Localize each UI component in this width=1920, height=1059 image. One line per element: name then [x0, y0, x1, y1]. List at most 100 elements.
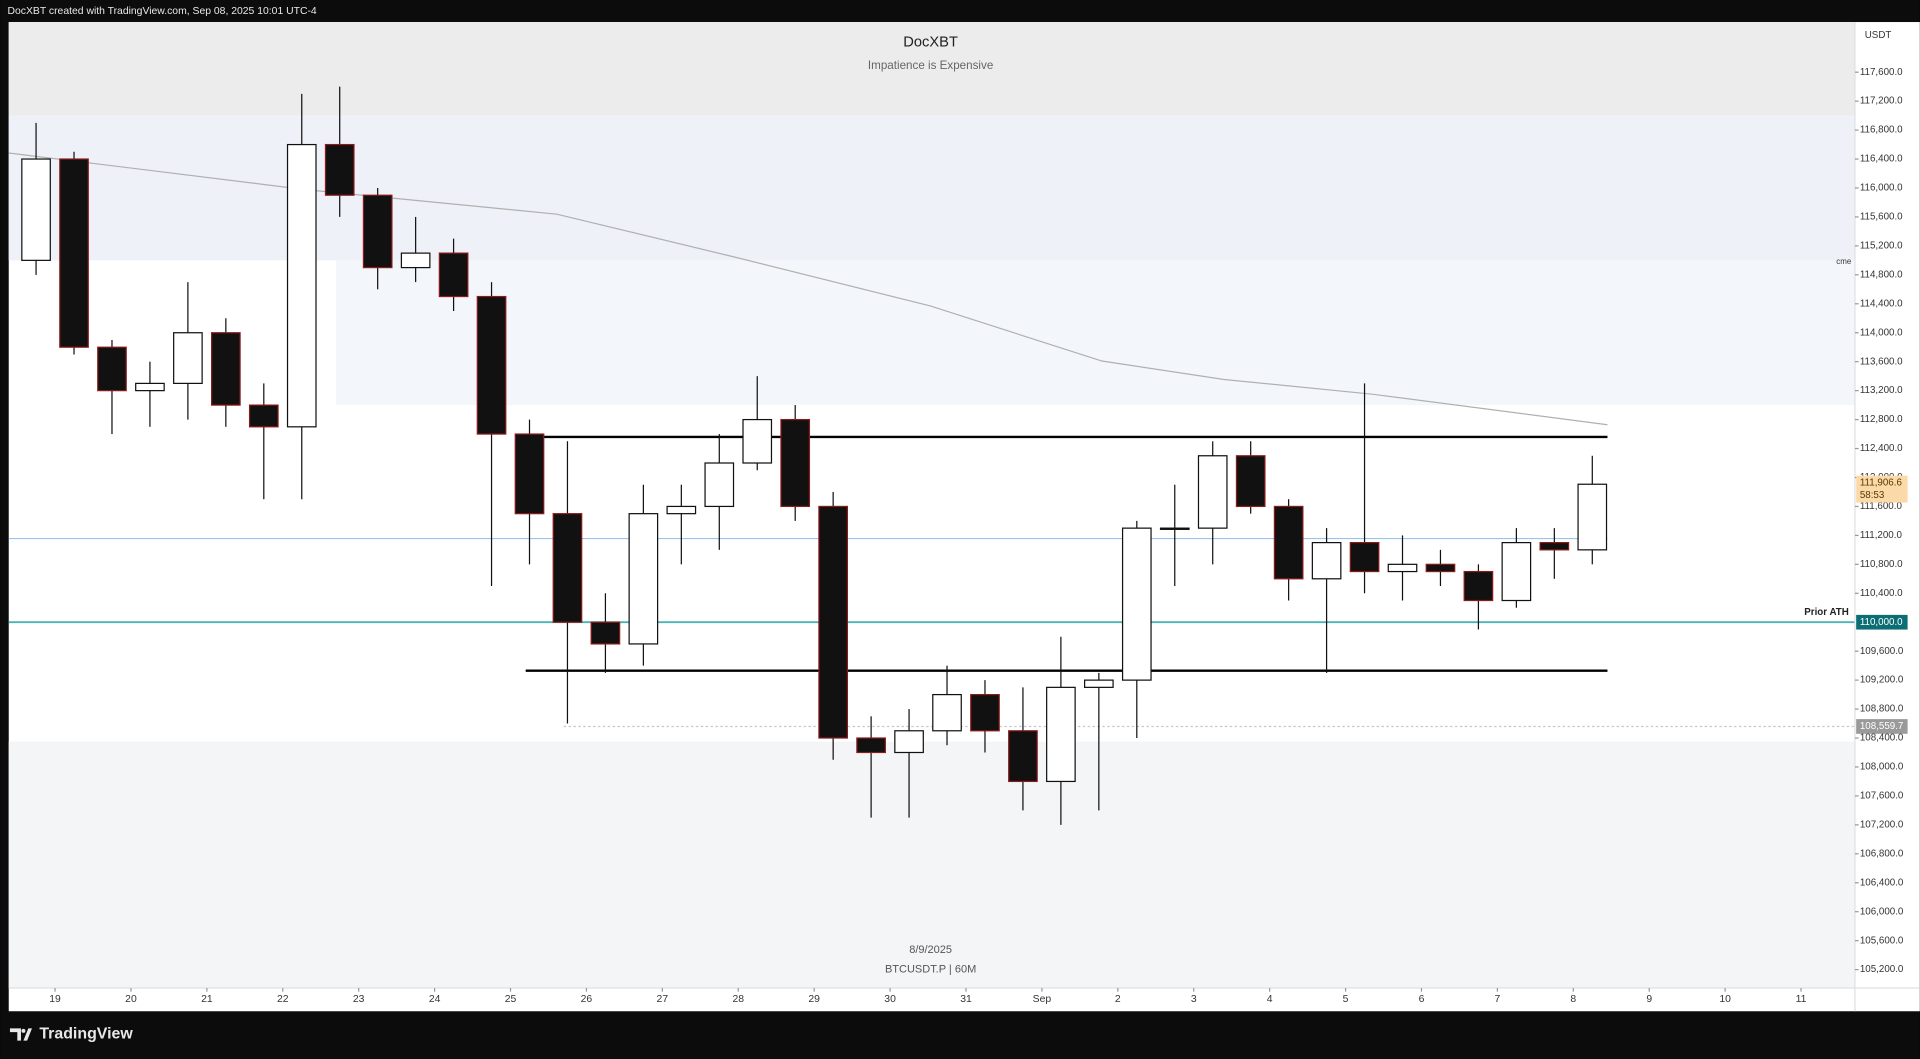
- y-tick-label: 109,200.0: [1860, 675, 1904, 686]
- y-tick-label: 116,400.0: [1860, 154, 1903, 165]
- x-tick-label: 22: [277, 994, 289, 1005]
- y-tick-label: 116,000.0: [1860, 183, 1903, 194]
- y-tick-label: 117,600.0: [1860, 67, 1903, 78]
- tradingview-logo: [9, 1028, 32, 1041]
- price-label-bg: [1856, 614, 1908, 630]
- price-label: 110,000.0: [1860, 617, 1903, 628]
- candle-body: [666, 505, 697, 515]
- candle-body: [856, 737, 886, 754]
- candle-body: [400, 252, 431, 269]
- y-tick-label: 106,400.0: [1860, 877, 1904, 888]
- x-tick-label: 10: [1719, 994, 1731, 1005]
- candle-body: [1197, 455, 1228, 529]
- candle-body: [1463, 570, 1494, 602]
- candle-body: [286, 143, 317, 428]
- candle-body: [628, 513, 659, 645]
- y-tick-label: 106,000.0: [1860, 906, 1904, 917]
- candle-body: [438, 252, 469, 298]
- candle-body: [1311, 541, 1342, 580]
- y-tick-label: 105,200.0: [1860, 964, 1904, 975]
- y-tick-label: 113,600.0: [1860, 356, 1903, 367]
- zone: [8, 741, 1855, 988]
- candle-body: [780, 418, 811, 508]
- candle-body: [1387, 563, 1418, 573]
- x-tick-label: 11: [1796, 994, 1807, 1005]
- candle-body: [1273, 505, 1304, 580]
- x-tick-label: 31: [960, 994, 972, 1005]
- y-tick-label: 112,800.0: [1860, 414, 1903, 425]
- candle-body: [362, 194, 393, 269]
- candle-body: [135, 382, 165, 392]
- y-tick-label: 112,400.0: [1860, 443, 1903, 454]
- x-tick-label: 6: [1419, 994, 1425, 1005]
- y-tick-label: 105,600.0: [1860, 935, 1904, 946]
- y-tick-label: 111,200.0: [1860, 530, 1903, 541]
- candle-body: [1425, 563, 1456, 573]
- x-tick-label: 8: [1570, 994, 1576, 1005]
- candle-body: [590, 621, 621, 645]
- y-tick-label: 114,400.0: [1860, 298, 1903, 309]
- y-tick-label: 115,200.0: [1860, 240, 1903, 251]
- plot: [8, 22, 1855, 988]
- candle-body: [476, 295, 507, 435]
- chart-subtitle: Impatience is Expensive: [868, 59, 993, 72]
- candle-body: [1577, 483, 1608, 551]
- x-tick-label: 3: [1191, 994, 1197, 1005]
- zone: [8, 22, 1855, 116]
- y-tick-label: 107,200.0: [1860, 819, 1904, 830]
- x-tick-label: 20: [125, 994, 137, 1005]
- y-tick-label: 108,000.0: [1860, 762, 1904, 773]
- y-tick-label: 116,800.0: [1860, 125, 1903, 136]
- candle-body: [970, 693, 1000, 732]
- x-tick-label: 29: [808, 994, 820, 1005]
- x-tick-label: 27: [657, 994, 669, 1005]
- zone: [335, 260, 1855, 406]
- x-tick-label: 2: [1115, 994, 1121, 1005]
- level-name: Prior ATH: [1804, 607, 1849, 618]
- candle-body: [1159, 527, 1190, 530]
- candle-body: [21, 158, 51, 261]
- price-label: 108,559.7: [1860, 721, 1904, 732]
- y-tick-label: 107,600.0: [1860, 791, 1904, 802]
- candle-body: [173, 332, 203, 385]
- candle-body: [742, 418, 773, 464]
- y-tick-label: 113,200.0: [1860, 385, 1903, 396]
- y-tick-label: 114,000.0: [1860, 327, 1903, 338]
- candle-body: [1349, 541, 1380, 573]
- candle-body: [1121, 527, 1152, 681]
- last-price-bg: [1856, 475, 1908, 503]
- candle-body: [894, 730, 924, 754]
- price-label-bg: [1856, 719, 1908, 734]
- x-tick-label: Sep: [1033, 994, 1052, 1005]
- x-tick-label: 21: [201, 994, 213, 1005]
- x-tick-label: 26: [581, 994, 593, 1005]
- x-tick-label: 4: [1267, 994, 1273, 1005]
- candle-body: [248, 404, 279, 428]
- x-tick-label: 19: [49, 994, 61, 1005]
- x-tick-label: 9: [1646, 994, 1652, 1005]
- y-tick-label: 108,400.0: [1860, 733, 1904, 744]
- x-tick-label: 25: [505, 994, 517, 1005]
- x-tick-label: 7: [1495, 994, 1501, 1005]
- cme-marker: cme: [1836, 257, 1852, 266]
- candle-body: [1046, 686, 1076, 783]
- candle-body: [59, 158, 89, 348]
- symbol-label: BTCUSDT.P | 60M: [885, 964, 976, 976]
- x-tick-label: 23: [353, 994, 365, 1005]
- credit: DocXBT created with TradingView.com, Sep…: [8, 6, 317, 17]
- candle-body: [1501, 541, 1532, 602]
- candle-body: [818, 505, 849, 739]
- candle-body: [932, 693, 962, 732]
- y-tick-label: 114,800.0: [1860, 269, 1903, 280]
- y-tick-label: 111,600.0: [1860, 501, 1903, 512]
- y-tick-label: 115,600.0: [1860, 212, 1903, 223]
- y-tick-label: 108,800.0: [1860, 704, 1904, 715]
- x-tick-label: 24: [429, 994, 441, 1005]
- candle-body: [97, 346, 127, 392]
- candle-body: [704, 462, 735, 508]
- date-label: 8/9/2025: [909, 944, 952, 956]
- x-tick-label: 5: [1343, 994, 1349, 1005]
- zone: [8, 115, 1855, 261]
